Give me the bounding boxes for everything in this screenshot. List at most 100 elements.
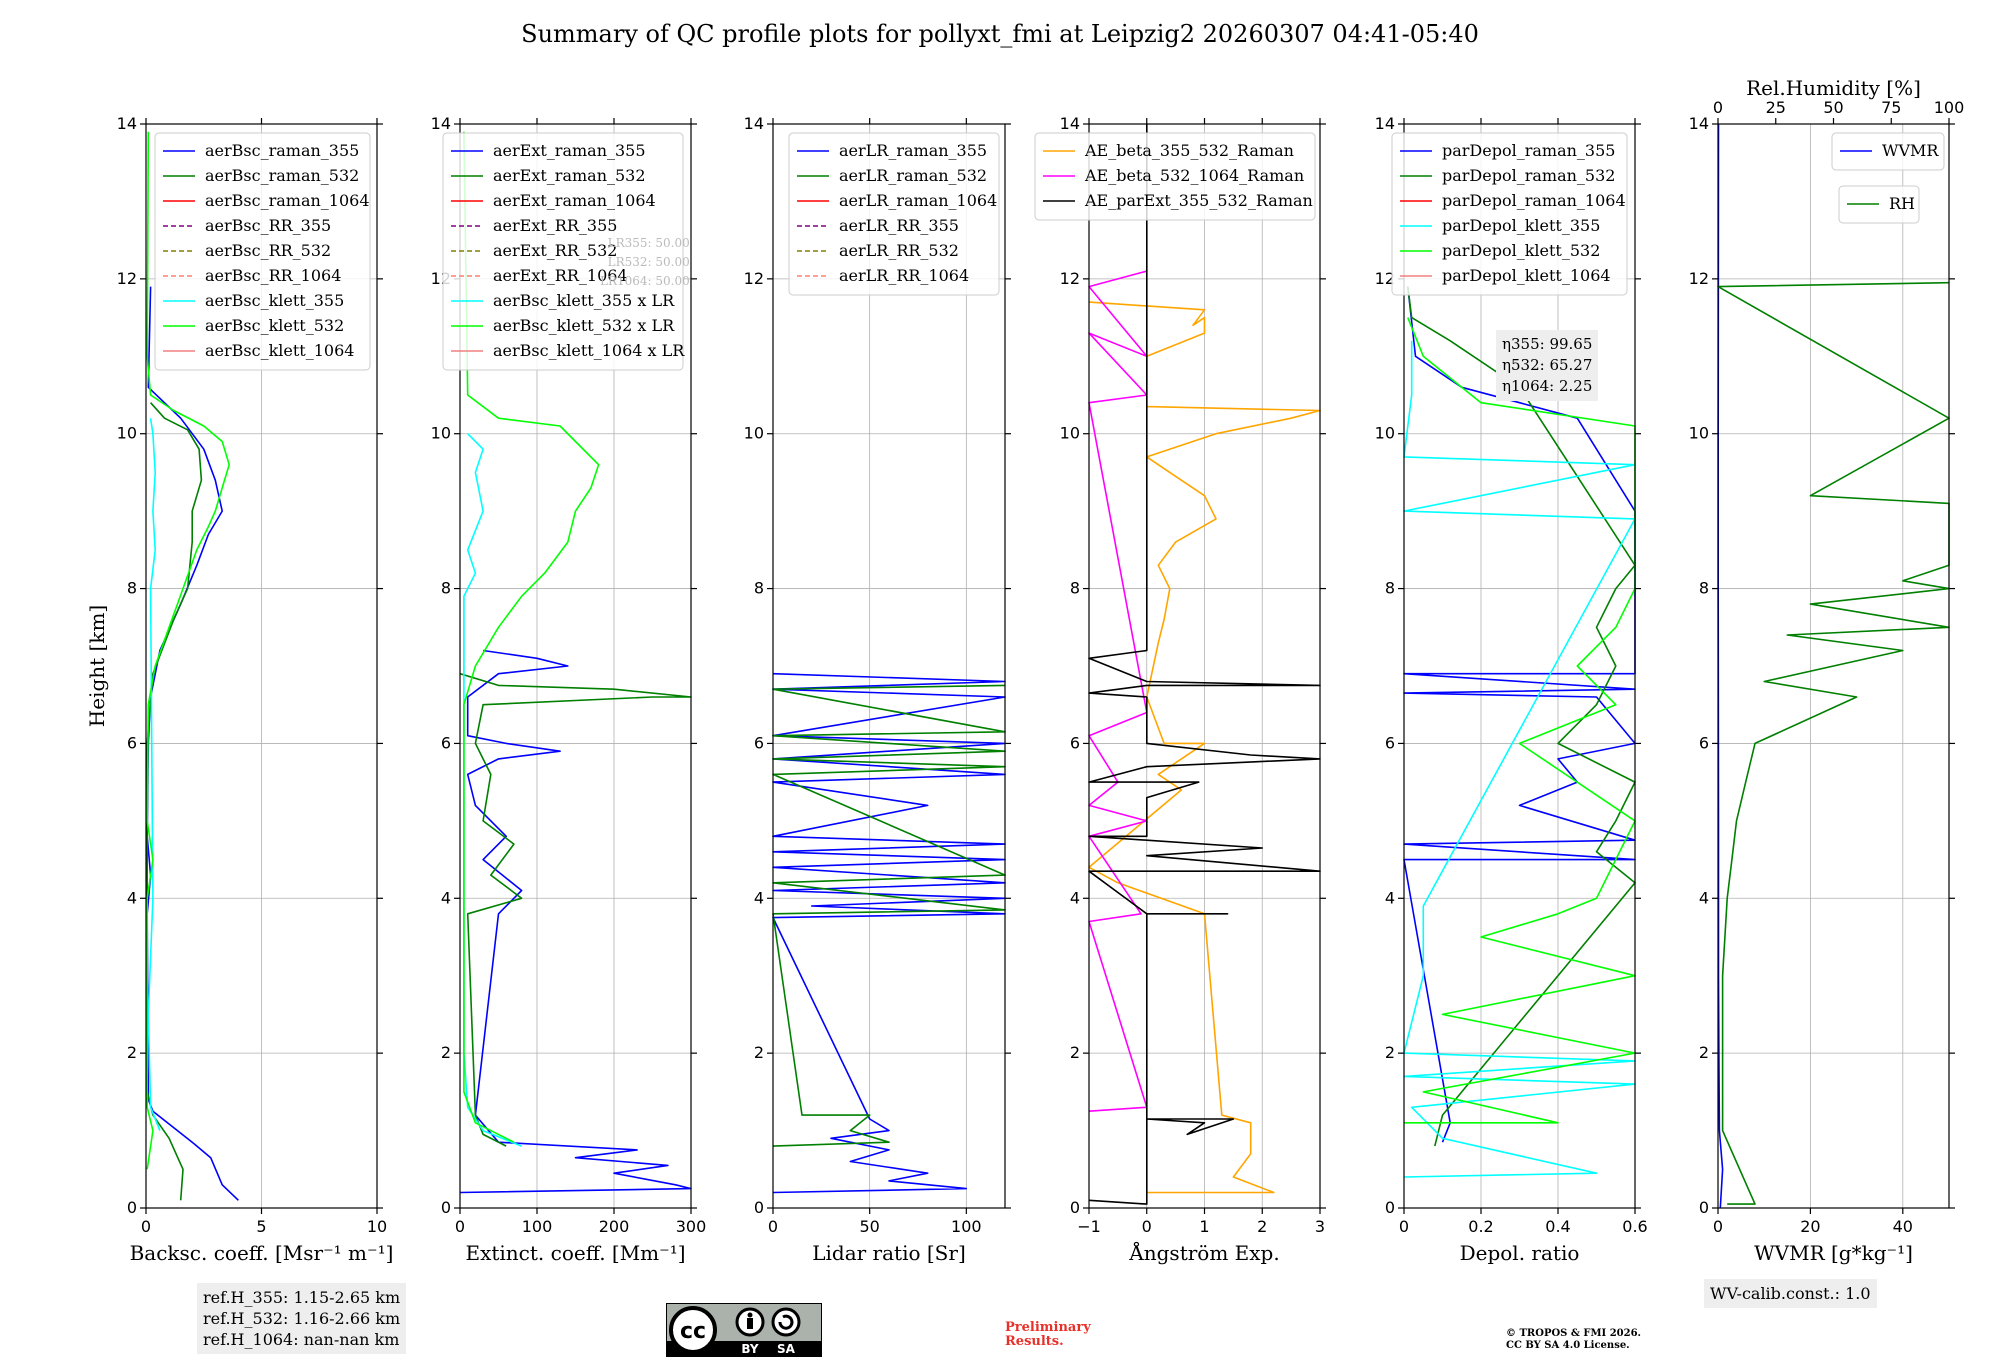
x-tick-label: 50	[859, 1217, 879, 1236]
y-tick-label: 12	[1689, 269, 1709, 288]
legend-label: RH	[1889, 194, 1915, 213]
x-tick-label: 300	[676, 1217, 707, 1236]
legend-label: parDepol_raman_1064	[1442, 191, 1626, 210]
x-tick-label: 0	[455, 1217, 465, 1236]
x-tick-label: 0	[1399, 1217, 1409, 1236]
y-tick-label: 12	[1060, 269, 1080, 288]
legend-label: aerExt_raman_1064	[493, 191, 656, 210]
figure-title: Summary of QC profile plots for pollyxt_…	[521, 20, 1479, 48]
y-tick-label: 8	[127, 579, 137, 598]
y-axis-title: Height [km]	[85, 605, 109, 727]
legend-label: aerBsc_klett_1064 x LR	[493, 341, 685, 360]
x-tick-label: 40	[1893, 1217, 1913, 1236]
x-axis-title: WVMR [g*kg⁻¹]	[1754, 1241, 1913, 1265]
y-tick-label: 8	[1070, 579, 1080, 598]
legend-label: parDepol_raman_355	[1442, 141, 1615, 160]
x-tick-label: 0	[141, 1217, 151, 1236]
by-label: BY	[741, 1342, 758, 1356]
series-aerBsc_klett_532 x LR	[463, 131, 600, 1143]
legend-label: aerBsc_klett_1064	[205, 341, 354, 360]
x-tick-label: 2	[1257, 1217, 1267, 1236]
lr-note-1064: LR1064: 50.00	[600, 274, 690, 288]
x-tick-label: 0.4	[1545, 1217, 1570, 1236]
series-aerExt_raman_355	[459, 649, 692, 1194]
x-tick-label: 200	[599, 1217, 630, 1236]
legend-label: aerLR_raman_1064	[839, 191, 997, 210]
y-tick-label: 8	[441, 579, 451, 598]
y-tick-label: 0	[127, 1198, 137, 1217]
y-tick-label: 4	[1070, 888, 1080, 907]
legend-label: aerBsc_RR_1064	[205, 266, 341, 285]
legend-frame	[1831, 132, 1945, 171]
y-tick-label: 4	[441, 888, 451, 907]
reference-height-box: ref.H_355: 1.15-2.65 km ref.H_532: 1.16-…	[197, 1283, 407, 1354]
eta-1064: η1064: 2.25	[1502, 377, 1593, 395]
x-tick-label: 3	[1315, 1217, 1325, 1236]
top-x-tick-label: 50	[1823, 98, 1843, 117]
x-axis-title: Ångström Exp.	[1128, 1240, 1279, 1265]
sa-icon	[771, 1307, 801, 1337]
eta-532: η532: 65.27	[1502, 356, 1593, 374]
y-tick-label: 0	[1070, 1198, 1080, 1217]
x-axis-title: Backsc. coeff. [Msr⁻¹ m⁻¹]	[130, 1241, 394, 1265]
y-tick-label: 2	[1699, 1043, 1709, 1062]
copyright-line-2: CC BY SA 4.0 License.	[1506, 1340, 1630, 1351]
axes-frame	[459, 123, 692, 1209]
y-tick-label: 14	[1375, 114, 1395, 133]
legend-label: aerBsc_raman_1064	[205, 191, 370, 210]
x-axis-title: Extinct. coeff. [Mm⁻¹]	[465, 1241, 685, 1265]
y-tick-label: 2	[754, 1043, 764, 1062]
preliminary-line-2: Results.	[1005, 1334, 1064, 1349]
y-tick-label: 10	[1689, 424, 1709, 443]
top-x-tick-label: 100	[1934, 98, 1965, 117]
legend-label: parDepol_klett_1064	[1442, 266, 1611, 285]
x-tick-label: 100	[951, 1217, 982, 1236]
y-tick-label: 4	[1385, 888, 1395, 907]
lr-note-532: LR532: 50.00	[607, 255, 690, 269]
y-tick-label: 10	[1375, 424, 1395, 443]
ref-height-1064: ref.H_1064: nan-nan km	[203, 1330, 400, 1349]
sa-label: SA	[777, 1342, 796, 1356]
legend-label: aerBsc_klett_355	[205, 291, 344, 310]
y-tick-label: 14	[117, 114, 137, 133]
y-tick-label: 2	[1385, 1043, 1395, 1062]
legend-label: aerBsc_raman_355	[205, 141, 359, 160]
legend: aerLR_raman_355 aerLR_raman_532 aerLR_rama…	[788, 132, 1000, 296]
y-tick-label: 6	[127, 733, 137, 752]
preliminary-line-1: Preliminary	[1005, 1320, 1091, 1335]
cc-label: cc	[680, 1319, 706, 1344]
legend-label: aerBsc_RR_355	[205, 216, 331, 235]
x-tick-label: 0	[768, 1217, 778, 1236]
legend-label: aerLR_RR_355	[839, 216, 959, 235]
legend-label: parDepol_klett_355	[1442, 216, 1600, 235]
y-tick-label: 12	[117, 269, 137, 288]
y-tick-label: 8	[1385, 579, 1395, 598]
axes-frame	[772, 123, 1006, 1209]
series-aerBsc_klett_355	[147, 418, 161, 1131]
copyright-note: © TROPOS & FMI 2026. CC BY SA 4.0 Licens…	[1506, 1328, 1641, 1352]
series-AE_beta_532_1064_Raman	[1088, 270, 1148, 1112]
x-tick-label: −1	[1077, 1217, 1101, 1236]
x-tick-label: 100	[522, 1217, 553, 1236]
x-tick-label: 0	[1713, 1217, 1723, 1236]
y-tick-label: 0	[1699, 1198, 1709, 1217]
x-tick-label: 5	[256, 1217, 266, 1236]
top-x-axis-title: Rel.Humidity [%]	[1746, 76, 1921, 100]
ref-height-532: ref.H_532: 1.16-2.66 km	[203, 1309, 401, 1328]
y-tick-label: 4	[754, 888, 764, 907]
top-x-tick-label: 75	[1881, 98, 1901, 117]
y-tick-label: 10	[1060, 424, 1080, 443]
legend: AE_beta_355_532_Raman AE_beta_532_1064_Ra…	[1034, 132, 1316, 221]
x-axis-title: Depol. ratio	[1460, 1241, 1580, 1265]
y-tick-label: 4	[127, 888, 137, 907]
legend-label: aerLR_RR_1064	[839, 266, 969, 285]
legend-label: aerLR_raman_355	[839, 141, 987, 160]
legend-label: parDepol_klett_532	[1442, 241, 1600, 260]
y-tick-label: 8	[1699, 579, 1709, 598]
legend-label: aerExt_RR_532	[493, 241, 617, 260]
legend-label: AE_beta_532_1064_Raman	[1084, 166, 1304, 185]
legend-frame	[154, 132, 371, 371]
